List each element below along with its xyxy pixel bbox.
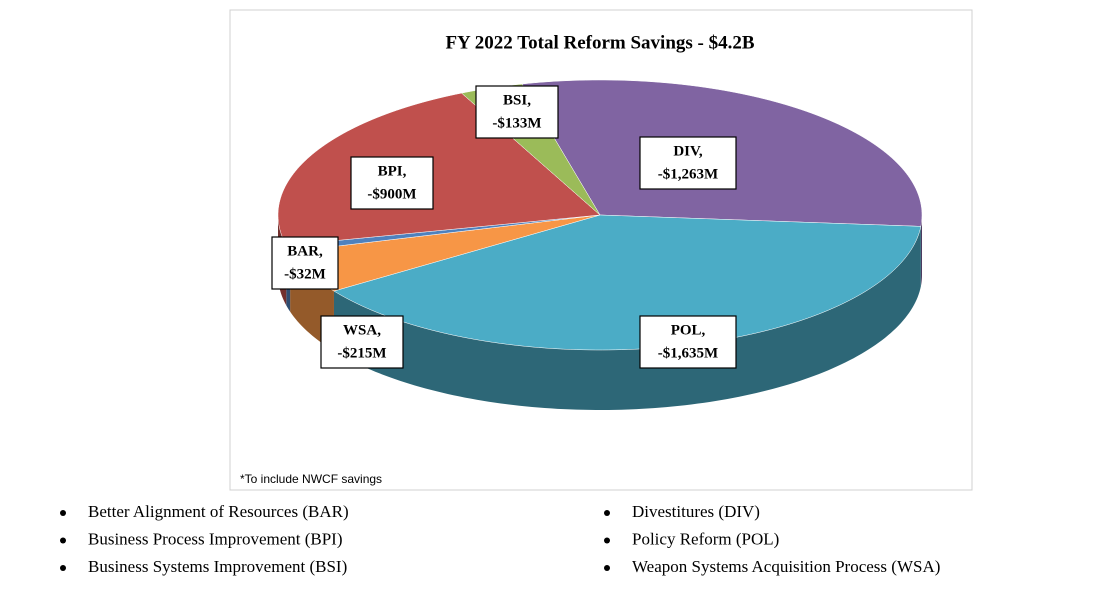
legend-item: Policy Reform (POL) — [632, 529, 779, 548]
label-value: -$900M — [367, 186, 416, 202]
label-box — [475, 85, 559, 139]
legend-bullet — [60, 537, 66, 544]
legend-bullet — [60, 565, 66, 571]
legend-bullet — [604, 565, 610, 571]
legend: Better Alignment of Resources (BAR) Busin… — [60, 502, 940, 576]
data-labels: DIV, -$1,263M POL, -$1,635M WSA, -$215M BAR, -$… — [271, 85, 737, 369]
label-box — [350, 156, 434, 210]
chart-title: FY 2022 Total Reform Savings - $4.2B — [445, 32, 754, 53]
label-category: POL, — [671, 322, 706, 338]
legend-item: Business Process Improvement (BPI) — [88, 529, 343, 548]
label-value: -$32M — [284, 266, 326, 282]
note: *To include NWCF savings — [240, 472, 382, 486]
label-value: -$1,635M — [658, 345, 718, 361]
label-box — [271, 236, 339, 290]
label-category: BPI, — [378, 163, 407, 179]
label-value: -$133M — [492, 115, 541, 131]
label-category: WSA, — [343, 322, 381, 338]
label-box — [320, 315, 404, 369]
slice-side — [333, 226, 921, 410]
legend-bullet — [604, 537, 610, 544]
slice-side — [920, 215, 922, 287]
legend-item: Weapon Systems Acquisition Process (WSA) — [632, 557, 940, 576]
label-value: -$1,263M — [658, 166, 718, 182]
label-category: BAR, — [287, 243, 323, 259]
label-box — [639, 315, 737, 369]
label-category: DIV, — [673, 143, 703, 159]
label-value: -$215M — [337, 345, 386, 361]
legend-item: Better Alignment of Resources (BAR) — [88, 502, 349, 521]
legend-item: Business Systems Improvement (BSI) — [88, 557, 347, 576]
legend-bullet — [604, 510, 610, 516]
legend-item: Divestitures (DIV) — [632, 502, 760, 521]
label-box — [639, 136, 737, 190]
pie-tops — [277, 79, 923, 351]
label-category: BSI, — [503, 92, 531, 108]
legend-bullet — [60, 510, 66, 516]
